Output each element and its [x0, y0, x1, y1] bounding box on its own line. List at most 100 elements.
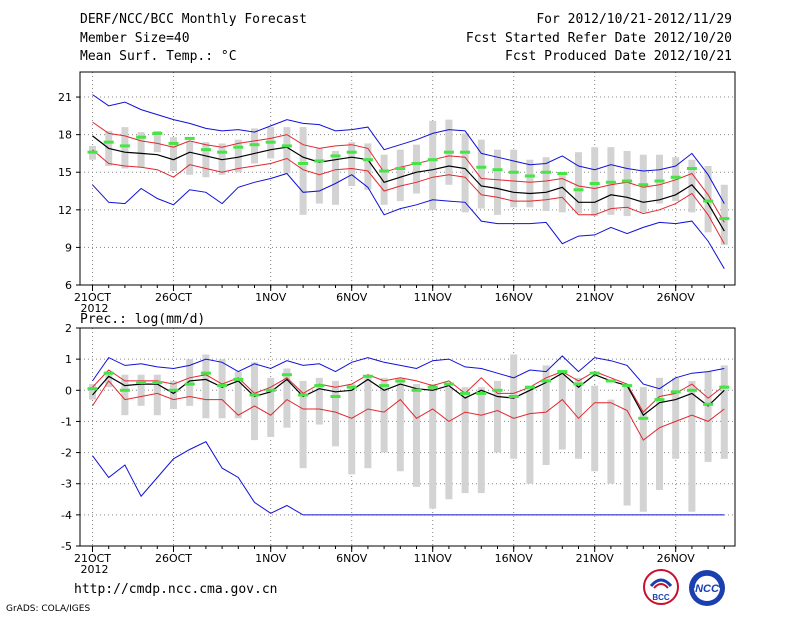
temp-member-mark	[476, 165, 487, 169]
prec-box	[607, 399, 615, 484]
temp-member-mark	[460, 150, 471, 154]
prec-box	[153, 374, 161, 416]
temp-member-mark	[573, 188, 584, 192]
temp-series-max	[92, 94, 725, 204]
prec-member-mark	[249, 393, 260, 397]
temp-frame	[79, 71, 736, 286]
prec-box	[121, 374, 129, 416]
prec-xtick-label: 1NOV	[255, 552, 287, 565]
prec-box	[526, 387, 534, 484]
prec-series-mean_minus_sd	[92, 380, 725, 441]
temp-box	[494, 149, 501, 215]
prec-member-mark	[492, 388, 503, 392]
temp-member-mark	[605, 180, 616, 184]
temp-xtick-label: 11NOV	[414, 291, 453, 304]
temp-member-mark	[119, 144, 130, 148]
prec-member-mark	[379, 384, 390, 388]
temp-xtick-label: 26OCT	[155, 291, 192, 304]
prec-xtick-label: 6NOV	[336, 552, 368, 565]
temp-member-mark	[330, 154, 341, 158]
temp-member-mark	[427, 158, 438, 162]
prec-box	[396, 377, 404, 472]
temp-member-mark	[508, 170, 519, 174]
prec-box	[704, 371, 712, 462]
temp-member-mark	[233, 145, 244, 149]
temp-box	[332, 150, 339, 205]
temp-member-mark	[152, 131, 163, 135]
temp-xtick-label: 21NOV	[576, 291, 615, 304]
prec-frame	[79, 327, 736, 547]
temp-xtick-label: 6NOV	[336, 291, 368, 304]
prec-member-mark	[557, 370, 568, 374]
prec-member-mark	[719, 385, 730, 389]
temp-box	[153, 130, 161, 153]
temp-member-mark	[298, 161, 309, 165]
temp-panel: 6 9 12 15 18 21 21OCT 26OCT 1NOV 6NOV 11NOV 16NOV 21…	[58, 71, 736, 315]
prec-member-mark	[622, 384, 633, 388]
prec-member-mark	[508, 395, 519, 399]
prec-member-mark	[427, 385, 438, 389]
prec-member-mark	[541, 379, 552, 383]
prec-box	[445, 387, 453, 500]
temp-member-mark	[638, 183, 649, 187]
bcc-logo-text: BCC	[652, 593, 670, 602]
temp-xtick-label: 26NOV	[657, 291, 696, 304]
prec-series-min	[92, 441, 725, 516]
prec-member-mark	[524, 385, 535, 389]
prec-box	[364, 374, 372, 469]
prec-ytick-label: 1	[65, 353, 72, 366]
prec-panel: -5 -4 -3 -2 -1 0 1 2 21OCT 26OCT 1NOV 6NOV 11NOV 16NO…	[61, 322, 736, 576]
temp-box	[202, 142, 210, 178]
temp-member-mark	[314, 159, 325, 163]
temp-box	[656, 154, 663, 204]
temp-member-mark	[346, 150, 357, 154]
chart-title: DERF/NCC/BCC Monthly Forecast	[80, 12, 307, 27]
temp-member-mark	[589, 182, 600, 186]
temp-member-mark	[103, 140, 114, 144]
temp-member-mark	[265, 140, 276, 144]
temp-year-label: 2012	[81, 302, 109, 315]
prec-box	[623, 384, 631, 506]
prec-xtick-label: 21OCT	[74, 552, 111, 565]
temp-member-mark	[557, 171, 568, 175]
bcc-logo: BCC	[643, 569, 679, 605]
prec-panel-title: Prec.: log(mm/d)	[80, 312, 205, 327]
prec-box	[202, 354, 210, 419]
ncc-logo-text: NCC	[695, 583, 720, 595]
temp-member-mark	[217, 150, 228, 154]
prec-box	[283, 368, 291, 428]
prec-box	[105, 371, 113, 388]
forecast-started-date: Fcst Started Refer Date 2012/10/20	[465, 31, 732, 46]
prec-ytick-label: -5	[61, 540, 72, 553]
temp-box	[121, 127, 129, 169]
prec-ytick-label: -4	[61, 509, 72, 522]
prec-box	[267, 377, 275, 437]
prec-box	[380, 377, 388, 453]
temp-member-mark	[411, 161, 422, 165]
temp-box	[234, 139, 242, 173]
prec-xtick-label: 26OCT	[155, 552, 192, 565]
variable-label: Mean Surf. Temp.: °C	[80, 49, 237, 64]
prec-series-mean_plus_sd	[92, 369, 725, 413]
temp-box	[558, 173, 566, 213]
prec-member-mark	[281, 373, 292, 377]
temp-ytick-label: 18	[58, 129, 72, 142]
prec-member-mark	[411, 388, 422, 392]
forecast-period: For 2012/10/21-2012/11/29	[536, 12, 732, 27]
temp-xtick-label: 21OCT	[74, 291, 111, 304]
prec-xtick-label: 11NOV	[414, 552, 453, 565]
temp-ytick-label: 9	[65, 241, 72, 254]
prec-member-mark	[589, 371, 600, 375]
prec-member-mark	[314, 384, 325, 388]
prec-member-mark	[233, 377, 244, 381]
prec-ytick-label: 2	[65, 322, 72, 335]
temp-box	[623, 150, 631, 217]
temp-series-mean_minus_sd	[92, 149, 725, 244]
prec-member-mark	[460, 391, 471, 395]
footer-url[interactable]: http://cmdp.ncc.cma.gov.cn	[74, 582, 278, 597]
temp-member-mark	[136, 135, 147, 139]
prec-box	[558, 371, 566, 450]
prec-member-mark	[638, 416, 649, 420]
temp-box	[299, 127, 307, 215]
